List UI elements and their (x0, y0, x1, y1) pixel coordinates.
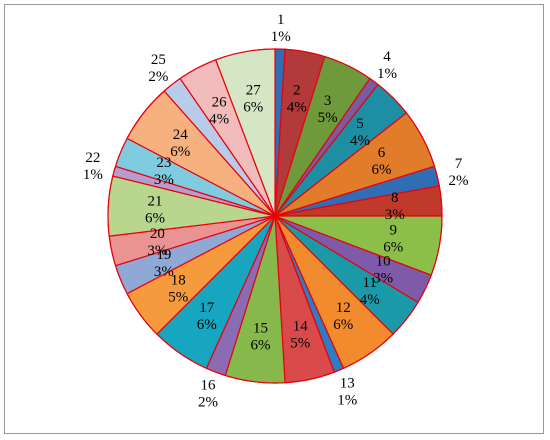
slice-label-number: 21 (148, 194, 163, 210)
slice-label-number: 9 (390, 223, 398, 239)
slice-label-number: 27 (246, 83, 262, 99)
slice-label-percent: 6% (197, 317, 217, 333)
slice-label-number: 20 (150, 226, 165, 242)
slice-label-percent: 6% (251, 337, 271, 353)
slice-label-19: 193% (154, 247, 174, 280)
slice-label-number: 13 (340, 376, 355, 392)
slice-label-number: 18 (171, 272, 186, 288)
slice-label-percent: 3% (154, 264, 174, 280)
slice-label-number: 25 (151, 52, 166, 68)
slice-label-percent: 5% (318, 110, 338, 126)
slice-label-number: 2 (293, 83, 301, 99)
slice-label-20: 203% (147, 226, 167, 259)
slice-label-percent: 6% (145, 211, 165, 227)
slice-label-number: 6 (378, 145, 386, 161)
slice-label-percent: 6% (333, 317, 353, 333)
slice-label-1: 11% (271, 12, 291, 45)
slice-label-10: 103% (373, 254, 393, 287)
slice-label-percent: 6% (170, 144, 190, 160)
slice-label-percent: 2% (449, 173, 469, 189)
slice-label-7: 72% (449, 156, 469, 189)
slice-label-percent: 2% (198, 395, 218, 411)
slice-label-12: 126% (333, 300, 353, 333)
slice-label-number: 16 (201, 378, 217, 394)
slice-label-percent: 5% (290, 336, 310, 352)
slice-label-percent: 3% (373, 271, 393, 287)
slice-label-number: 22 (85, 150, 100, 166)
slice-label-number: 10 (376, 254, 391, 270)
slice-label-21: 216% (145, 194, 165, 227)
slice-label-22: 221% (83, 150, 103, 183)
slice-label-9: 96% (383, 223, 403, 256)
slice-label-number: 1 (277, 12, 285, 28)
slice-label-2: 24% (287, 83, 307, 116)
slice-label-24: 246% (170, 127, 190, 160)
slice-label-number: 11 (362, 275, 376, 291)
slice-label-number: 26 (212, 95, 228, 111)
slice-label-27: 276% (243, 83, 263, 116)
slice-label-percent: 6% (383, 240, 403, 256)
slice-label-number: 8 (391, 190, 399, 206)
slice-label-13: 131% (337, 376, 357, 409)
slice-label-percent: 4% (287, 100, 307, 116)
slice-label-percent: 4% (350, 133, 370, 149)
slice-label-8: 83% (385, 190, 405, 223)
slice-label-percent: 4% (209, 112, 229, 128)
slice-label-16: 162% (198, 378, 218, 411)
slice-label-26: 264% (209, 95, 229, 128)
slice-label-percent: 3% (154, 172, 174, 188)
slice-label-percent: 4% (360, 292, 380, 308)
slice-label-number: 14 (293, 319, 309, 335)
slice-label-6: 66% (372, 145, 392, 178)
slice-label-5: 54% (350, 116, 370, 149)
slice-label-25: 252% (148, 52, 168, 85)
slice-label-number: 5 (356, 116, 364, 132)
slice-label-number: 15 (253, 320, 268, 336)
slice-label-percent: 3% (385, 207, 405, 223)
slice-label-number: 4 (383, 49, 391, 65)
slice-label-percent: 1% (337, 393, 357, 409)
slice-label-17: 176% (197, 300, 217, 333)
slice-label-percent: 3% (147, 243, 167, 259)
slice-label-percent: 6% (243, 100, 263, 116)
pie-slice-27 (215, 48, 276, 217)
slice-label-number: 17 (199, 300, 215, 316)
slice-label-14: 145% (290, 319, 310, 352)
slice-label-number: 3 (324, 93, 332, 109)
slice-label-number: 24 (173, 127, 189, 143)
slice-label-18: 185% (168, 272, 188, 305)
slice-label-number: 12 (336, 300, 351, 316)
slice-label-number: 23 (156, 155, 171, 171)
slice-label-number: 7 (455, 156, 463, 172)
slice-label-percent: 1% (83, 167, 103, 183)
slice-label-percent: 5% (168, 289, 188, 305)
slice-label-percent: 1% (377, 66, 397, 82)
slice-label-4: 41% (377, 49, 397, 82)
slice-label-percent: 1% (271, 29, 291, 45)
slice-label-number: 19 (156, 247, 171, 263)
slice-label-3: 35% (318, 93, 338, 126)
slice-label-15: 156% (251, 320, 271, 353)
slice-label-percent: 2% (148, 69, 168, 85)
slice-label-11: 114% (360, 275, 380, 308)
slice-label-percent: 6% (372, 162, 392, 178)
slice-label-23: 233% (154, 155, 174, 188)
